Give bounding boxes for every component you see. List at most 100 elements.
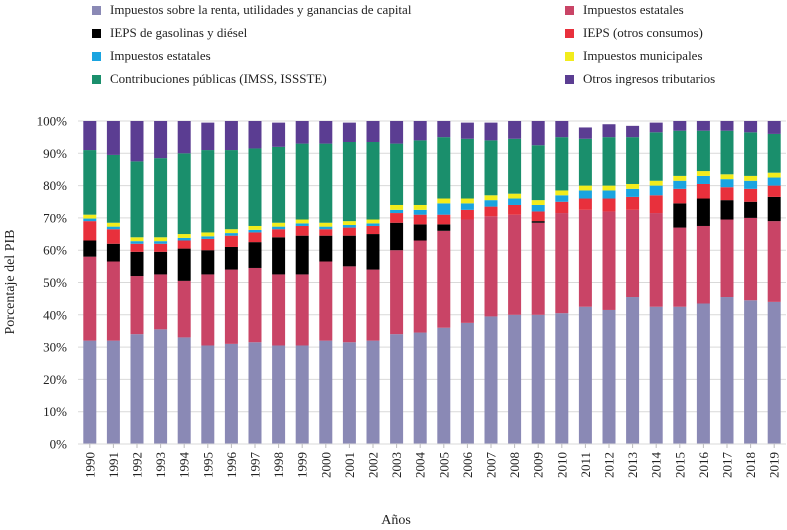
bar-segment	[531, 221, 545, 223]
bar-segment	[578, 198, 592, 210]
x-tick-label: 2012	[602, 452, 617, 478]
bar-segment	[720, 187, 734, 201]
y-tick-label: 70%	[43, 210, 67, 225]
bar-segment	[319, 121, 333, 144]
legend-item: Contribuciones públicas (IMSS, ISSSTE)	[92, 71, 327, 87]
bar-segment	[201, 345, 215, 444]
bar-segment	[295, 225, 309, 236]
bar-segment	[578, 190, 592, 199]
x-tick-label: 2011	[578, 452, 593, 478]
bar-segment	[295, 235, 309, 275]
bar-segment	[508, 193, 522, 199]
bar-segment	[508, 121, 522, 139]
bar-segment	[248, 267, 262, 343]
y-tick-label: 40%	[43, 307, 67, 322]
bar-segment	[460, 322, 474, 444]
bar-segment	[508, 204, 522, 215]
bar-segment	[673, 203, 687, 228]
bar-segment	[602, 185, 616, 191]
bar-segment	[413, 204, 427, 210]
x-tick-label: 2006	[460, 452, 475, 479]
bar-segment	[342, 235, 356, 267]
bar-segment	[319, 340, 333, 444]
bar-segment	[272, 222, 286, 227]
bar-segment	[224, 121, 238, 151]
bar-segment	[626, 297, 640, 444]
bar-segment	[767, 121, 781, 134]
bar-segment	[626, 209, 640, 298]
x-tick-label: 1993	[153, 452, 168, 478]
bar-segment	[460, 198, 474, 204]
legend-item: IEPS de gasolinas y diésel	[92, 25, 247, 41]
legend-item: Impuestos estatales	[92, 48, 211, 64]
x-tick-label: 2013	[625, 452, 640, 478]
bar-segment	[366, 223, 380, 226]
bar-segment	[201, 232, 215, 237]
bar-segment	[201, 150, 215, 233]
bar-segment	[342, 227, 356, 236]
bar-segment	[272, 146, 286, 223]
bar-segment	[106, 154, 120, 223]
bar-segment	[319, 235, 333, 262]
bar-segment	[177, 234, 191, 238]
bar-segment	[224, 269, 238, 344]
legend-label: Impuestos municipales	[583, 48, 703, 63]
x-tick-label: 2017	[720, 452, 735, 479]
bar-segment	[437, 198, 451, 204]
bar-segment	[106, 222, 120, 227]
bar-segment	[154, 329, 168, 444]
bar-segment	[696, 121, 710, 131]
legend-label: Impuestos sobre la renta, utilidades y g…	[110, 2, 412, 17]
x-tick-label: 1997	[248, 452, 263, 479]
bar-segment	[460, 219, 474, 323]
bar-segment	[437, 121, 451, 138]
bar-segment	[390, 222, 404, 251]
bar-segment	[366, 269, 380, 341]
bar-segment	[720, 297, 734, 444]
bar-segment	[555, 195, 569, 202]
bar-segment	[555, 313, 569, 444]
bar-segment	[248, 148, 262, 226]
bar-segment	[413, 209, 427, 215]
bar-segment	[437, 327, 451, 444]
bar-segment	[720, 200, 734, 220]
bar-segment	[342, 122, 356, 142]
bar-segment	[720, 179, 734, 188]
bar-segment	[602, 124, 616, 138]
bar-segment	[130, 276, 144, 335]
x-axis-label: Años	[381, 513, 411, 528]
legend-swatch	[92, 74, 101, 84]
legend-swatch	[565, 28, 574, 38]
bar-segment	[83, 221, 97, 241]
bar-segment	[531, 200, 545, 205]
bar-segment	[602, 190, 616, 199]
bar-segment	[696, 225, 710, 304]
bar-segment	[248, 342, 262, 444]
bar-segment	[602, 211, 616, 310]
x-tick-label: 1995	[200, 452, 215, 478]
bar-segment	[272, 274, 286, 346]
bar-segment	[106, 261, 120, 341]
x-tick-label: 2016	[696, 452, 711, 479]
bar-segment	[83, 340, 97, 444]
bar-segment	[673, 306, 687, 444]
bar-segment	[767, 185, 781, 197]
bar-segment	[720, 174, 734, 180]
bar-segment	[177, 248, 191, 281]
bar-segment	[83, 121, 97, 151]
bar-segment	[578, 209, 592, 307]
bar-segment	[626, 137, 640, 184]
bar-segment	[673, 180, 687, 189]
bar-segment	[106, 229, 120, 244]
bar-segment	[602, 309, 616, 444]
bar-segment	[319, 222, 333, 227]
bar-segment	[460, 138, 474, 199]
bar-segment	[555, 190, 569, 196]
bar-segment	[272, 122, 286, 147]
bar-segment	[437, 203, 451, 215]
y-tick-label: 10%	[43, 404, 67, 419]
bar-segment	[106, 121, 120, 155]
bar-segment	[248, 225, 262, 230]
bar-segment	[295, 121, 309, 144]
